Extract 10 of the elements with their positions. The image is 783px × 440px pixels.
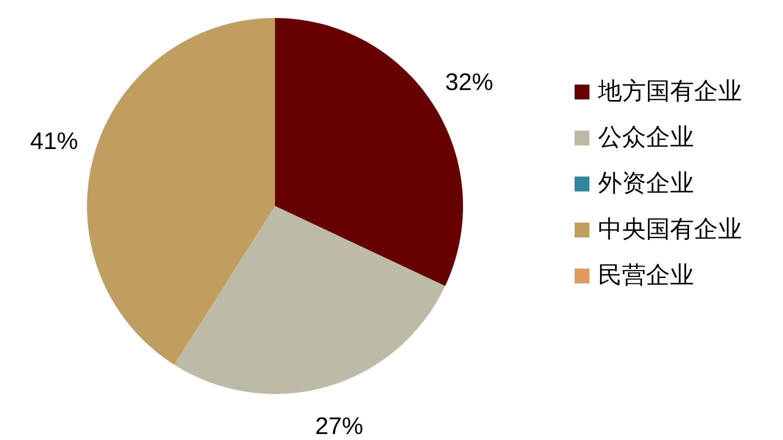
legend-label: 中央国有企业 [598,216,742,243]
data-label: 27% [315,412,364,440]
data-label: 32% [445,68,494,96]
legend-label: 地方国有企业 [597,78,742,105]
pie-slice [87,18,275,365]
legend-label: 民营企业 [598,262,694,289]
legend-label: 外资企业 [598,170,694,197]
data-label: 41% [30,128,78,155]
pie-slice [174,206,446,394]
legend-label: 公众企业 [598,124,694,151]
